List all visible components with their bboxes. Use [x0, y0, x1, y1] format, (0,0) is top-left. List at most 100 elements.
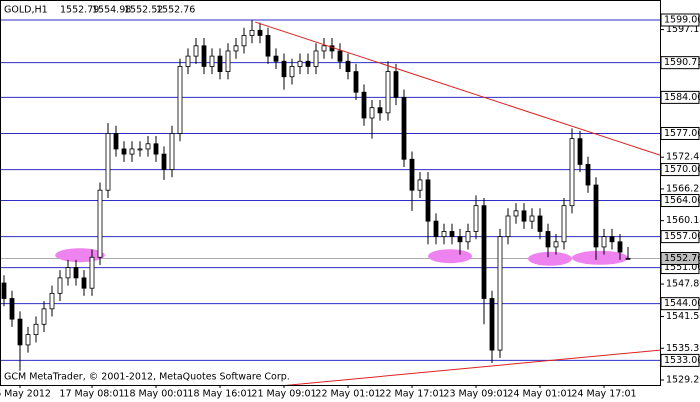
x-tick-label: 18 May 16:01 [187, 389, 252, 400]
candle-body [281, 60, 287, 78]
candle-body [257, 29, 263, 36]
candle-body [385, 71, 391, 114]
y-tick-label: 1597.15 [666, 24, 700, 35]
candle-body [137, 148, 143, 151]
candle-body [553, 241, 559, 248]
candle-body [609, 236, 615, 243]
candle-body [409, 158, 415, 191]
level-label-box [660, 194, 700, 208]
candle-body [217, 55, 223, 72]
x-tick-label: 18 May 00:01 [123, 389, 188, 400]
candles [1, 20, 631, 371]
candle-body [441, 231, 447, 238]
candle-body [65, 267, 71, 279]
highlight-ellipse [572, 250, 628, 265]
candle-body [433, 220, 439, 238]
level-label: 1584.00 [664, 92, 700, 103]
highlight-ellipse [55, 248, 105, 263]
plot-frame [0, 0, 661, 386]
current-price-label: 1552.76 [664, 253, 700, 264]
candle-body [593, 184, 599, 248]
axes: 1597.15 1572.40 1566.25 1560.10 1547.80 1541.… [0, 13, 700, 400]
candle-body [313, 50, 319, 67]
y-tick-label: 1547.80 [666, 279, 700, 290]
candle-body [169, 133, 175, 170]
candle-body [457, 236, 463, 243]
candle-body [345, 60, 351, 72]
trendline [284, 349, 660, 385]
candle-body [33, 323, 39, 336]
trendlines [255, 21, 660, 385]
candle-body [225, 50, 231, 72]
level-label: 1599.00 [664, 15, 700, 26]
highlight-ellipse [528, 251, 572, 266]
level-label-box [660, 230, 700, 244]
x-tick-label: 21 May 09:01 [251, 389, 316, 400]
y-tick-label: 1560.10 [666, 215, 700, 226]
candle-body [41, 308, 47, 325]
symbol: GOLD,H1 [4, 5, 48, 16]
level-label: 1544.00 [664, 298, 700, 309]
candle-body [545, 231, 551, 248]
candle-body [617, 241, 623, 253]
level-label: 1533.00 [664, 355, 700, 366]
x-tick-label: 22 May 17:01 [379, 389, 444, 400]
candle-body [265, 35, 271, 57]
level-label: 1564.00 [664, 195, 700, 206]
candle-body [185, 55, 191, 67]
trendline [255, 21, 660, 156]
candle-body [241, 35, 247, 47]
level-label: 1557.00 [664, 231, 700, 242]
level-label: 1551.00 [664, 262, 700, 273]
x-tick-label: 22 May 01:01 [315, 389, 380, 400]
candle-body [513, 210, 519, 217]
candle-body [449, 231, 455, 238]
candle-body [521, 210, 527, 222]
candle-body [585, 164, 591, 186]
level-label-box [660, 163, 700, 177]
candle-body [337, 50, 343, 62]
y-tick-label: 1541.50 [666, 311, 700, 322]
highlight-ellipse [428, 249, 472, 264]
candle-body [425, 179, 431, 222]
header-low: 1552.52 [124, 5, 163, 16]
candle-body [377, 107, 383, 114]
candle-body [9, 298, 15, 320]
candle-body [561, 205, 567, 243]
candle-body [113, 133, 119, 150]
footer: GCM MetaTrader, © 2001-2012, MetaQuotes … [4, 372, 290, 383]
x-tick-label: 23 May 09:01 [443, 389, 508, 400]
y-tick-label: 1529.20 [666, 374, 700, 385]
y-tick-label: 1535.35 [666, 343, 700, 354]
candle-body [529, 215, 535, 222]
candle-body [305, 60, 311, 67]
candle-body [289, 66, 295, 78]
candle-body [193, 45, 199, 57]
candle-body [1, 282, 7, 299]
candle-body [49, 292, 55, 310]
candle-body [481, 205, 487, 299]
candle-body [105, 133, 111, 191]
candle-body [177, 66, 183, 134]
candle-body [505, 215, 511, 238]
level-label-box [660, 13, 700, 27]
x-tick-label: 17 May 08:01 [59, 389, 124, 400]
candle-body [161, 153, 167, 170]
header-close: 1552.76 [156, 5, 195, 16]
candle-body [73, 267, 79, 279]
candle-body [353, 71, 359, 93]
candle-body [625, 257, 631, 260]
candle-body [273, 55, 279, 62]
candle-body [201, 45, 207, 67]
candle-body [129, 148, 135, 155]
level-label: 1570.00 [664, 164, 700, 175]
candle-body [569, 138, 575, 207]
candle-body [81, 277, 87, 289]
candle-body [321, 45, 327, 52]
level-label: 1590.73 [664, 57, 700, 68]
candle-body [473, 205, 479, 232]
candle-body [537, 215, 543, 232]
candle-body [145, 143, 151, 150]
